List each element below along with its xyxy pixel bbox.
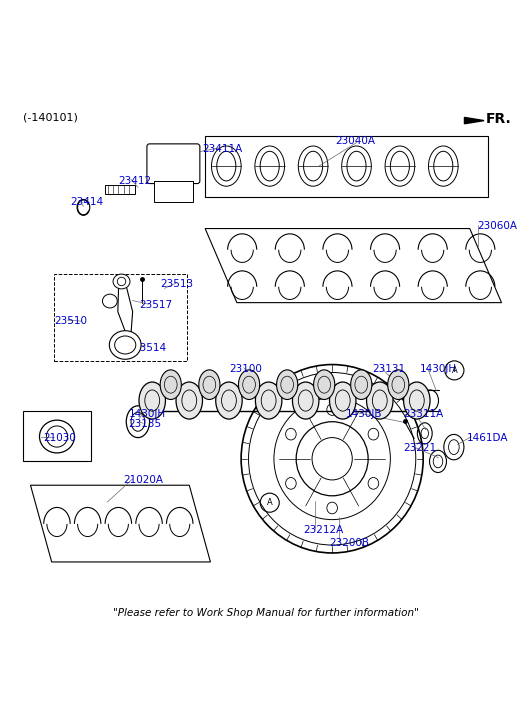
Bar bbox=[154, 181, 193, 202]
Text: 23414: 23414 bbox=[70, 197, 103, 207]
Text: 23200B: 23200B bbox=[329, 539, 370, 548]
Ellipse shape bbox=[238, 370, 260, 400]
Bar bbox=[22, 411, 92, 462]
Ellipse shape bbox=[176, 382, 203, 419]
Ellipse shape bbox=[404, 382, 430, 419]
Text: A: A bbox=[267, 498, 272, 507]
Text: FR.: FR. bbox=[486, 112, 511, 126]
Ellipse shape bbox=[160, 370, 181, 400]
Ellipse shape bbox=[314, 370, 335, 400]
Text: 23212A: 23212A bbox=[303, 525, 343, 535]
Text: 23100: 23100 bbox=[229, 364, 262, 374]
Ellipse shape bbox=[215, 382, 242, 419]
Ellipse shape bbox=[255, 382, 282, 419]
Text: 23311A: 23311A bbox=[404, 409, 444, 419]
Text: 21030: 21030 bbox=[44, 433, 77, 443]
Text: 23514: 23514 bbox=[134, 342, 167, 353]
Polygon shape bbox=[118, 278, 132, 333]
Ellipse shape bbox=[329, 382, 356, 419]
Text: 23135: 23135 bbox=[128, 419, 162, 430]
Bar bbox=[105, 185, 135, 194]
Ellipse shape bbox=[293, 382, 319, 419]
Ellipse shape bbox=[351, 370, 372, 400]
Ellipse shape bbox=[199, 370, 220, 400]
Text: 21020A: 21020A bbox=[123, 475, 163, 485]
Ellipse shape bbox=[367, 382, 393, 419]
Text: 1461DA: 1461DA bbox=[467, 433, 509, 443]
Text: 23060A: 23060A bbox=[478, 221, 518, 231]
Text: 23517: 23517 bbox=[139, 300, 172, 310]
Text: 23412: 23412 bbox=[118, 176, 151, 186]
FancyBboxPatch shape bbox=[147, 144, 200, 183]
Polygon shape bbox=[464, 118, 484, 124]
Text: 1430JB: 1430JB bbox=[345, 409, 382, 419]
Text: 23510: 23510 bbox=[54, 316, 87, 326]
Text: (-140101): (-140101) bbox=[22, 112, 78, 122]
Text: 1430JH: 1430JH bbox=[419, 364, 456, 374]
Bar bbox=[205, 136, 488, 197]
Text: 23513: 23513 bbox=[160, 279, 193, 289]
Text: 23411A: 23411A bbox=[203, 144, 243, 154]
Text: A: A bbox=[452, 366, 458, 375]
Text: 23131: 23131 bbox=[372, 364, 405, 374]
Ellipse shape bbox=[139, 382, 165, 419]
Ellipse shape bbox=[277, 370, 298, 400]
Text: 1430JH: 1430JH bbox=[128, 409, 165, 419]
Text: 23221: 23221 bbox=[404, 443, 437, 453]
Ellipse shape bbox=[113, 274, 130, 289]
Text: "Please refer to Work Shop Manual for further information": "Please refer to Work Shop Manual for fu… bbox=[113, 608, 419, 617]
Text: 23040A: 23040A bbox=[335, 136, 375, 146]
Bar bbox=[54, 273, 187, 361]
Ellipse shape bbox=[388, 370, 409, 400]
Ellipse shape bbox=[110, 331, 141, 359]
